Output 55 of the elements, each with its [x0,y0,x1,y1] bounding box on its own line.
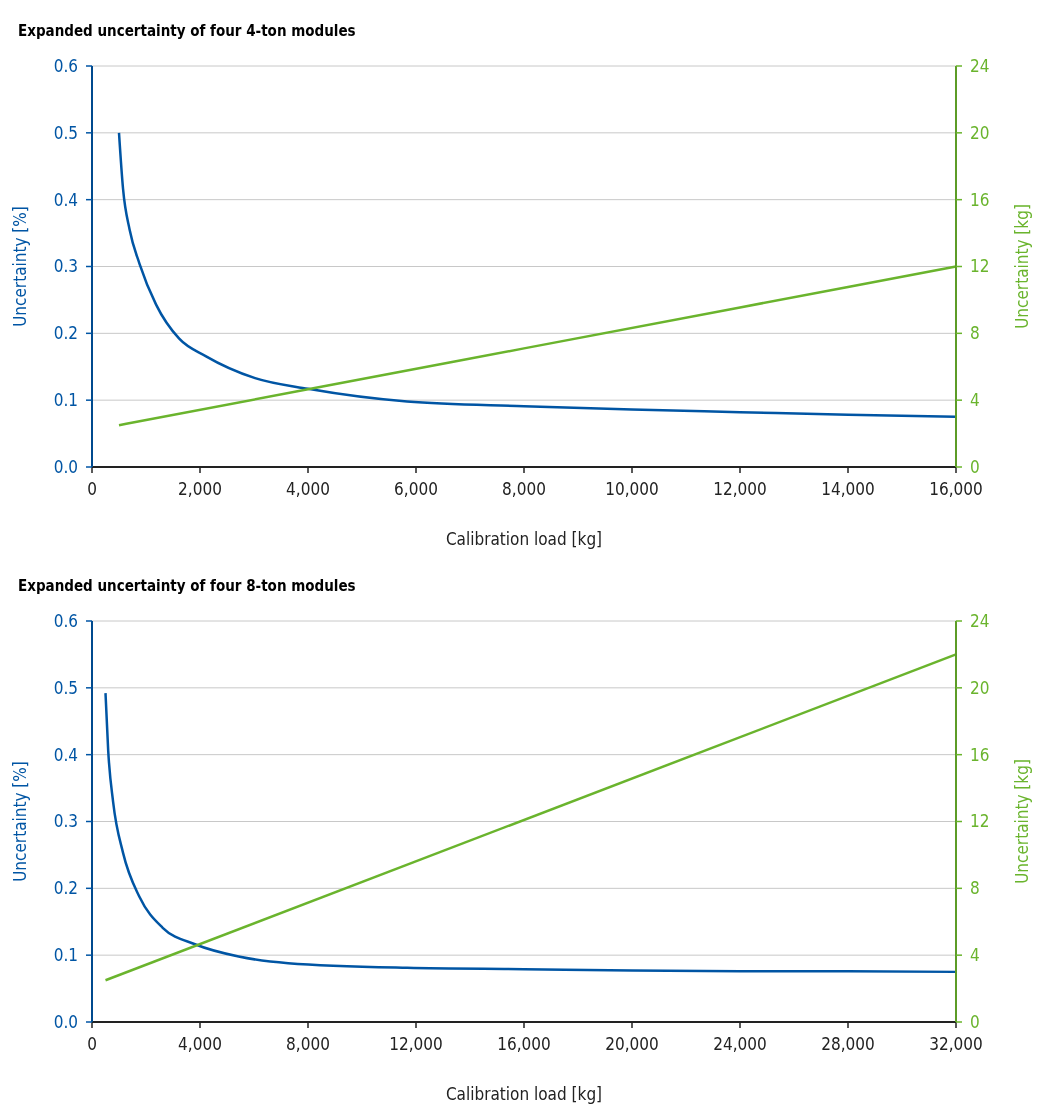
x-tick-label: 14,000 [821,479,875,499]
y2-tick-label: 16 [970,189,990,210]
x-axis-title: Calibration load [kg] [445,529,603,549]
chart-title: Expanded uncertainty of four 4-ton modules [18,22,356,40]
x-tick-label: 20,000 [605,1034,659,1054]
y2-tick-label: 0 [970,456,980,477]
chart-title: Expanded uncertainty of four 8-ton modules [18,577,356,595]
x-tick-label: 16,000 [497,1034,551,1054]
y-axis-title: Uncertainty [%] [10,206,30,327]
y2-axis-title: Uncertainty [kg] [1012,204,1032,329]
x-tick-label: 4,000 [178,1034,222,1054]
y-tick-label: 0.1 [53,390,78,411]
y-tick-label: 0.3 [53,256,78,277]
x-tick-label: 6,000 [394,479,438,499]
y2-tick-label: 16 [970,744,990,765]
x-axis-title: Calibration load [kg] [445,1084,603,1104]
y-tick-label: 0.5 [53,677,78,698]
y2-tick-label: 8 [970,878,980,899]
x-tick-label: 12,000 [389,1034,443,1054]
y2-tick-label: 8 [970,323,980,344]
x-tick-label: 28,000 [821,1034,875,1054]
x-tick-label: 2,000 [178,479,222,499]
y-tick-label: 0.2 [53,323,78,344]
x-tick-label: 8,000 [502,479,546,499]
y2-tick-label: 24 [970,55,990,76]
y2-tick-label: 4 [970,945,980,966]
y-tick-label: 0.1 [53,945,78,966]
y2-tick-label: 4 [970,390,980,411]
y-tick-label: 0.0 [53,1011,78,1032]
y2-tick-label: 20 [970,677,990,698]
line-series [117,131,958,419]
x-tick-label: 24,000 [713,1034,767,1054]
x-tick-label: 4,000 [286,479,330,499]
x-tick-label: 16,000 [929,479,983,499]
y-tick-label: 0.0 [53,456,78,477]
y2-tick-label: 12 [970,811,990,832]
y-tick-label: 0.2 [53,878,78,899]
y2-tick-label: 0 [970,1011,980,1032]
x-tick-label: 12,000 [713,479,767,499]
y-tick-label: 0.5 [53,122,78,143]
x-tick-label: 0 [87,479,97,499]
y-tick-label: 0.6 [53,610,78,631]
y-tick-label: 0.4 [53,744,78,765]
y2-tick-label: 24 [970,610,990,631]
y2-axis-title: Uncertainty [kg] [1012,759,1032,884]
y2-tick-label: 20 [970,122,990,143]
y2-tick-label: 12 [970,256,990,277]
x-tick-label: 32,000 [929,1034,983,1054]
y-tick-label: 0.6 [53,55,78,76]
x-tick-label: 8,000 [286,1034,330,1054]
y-tick-label: 0.3 [53,811,78,832]
x-tick-label: 0 [87,1034,97,1054]
y-axis-title: Uncertainty [%] [10,761,30,882]
x-tick-label: 10,000 [605,479,659,499]
y-tick-label: 0.4 [53,189,78,210]
